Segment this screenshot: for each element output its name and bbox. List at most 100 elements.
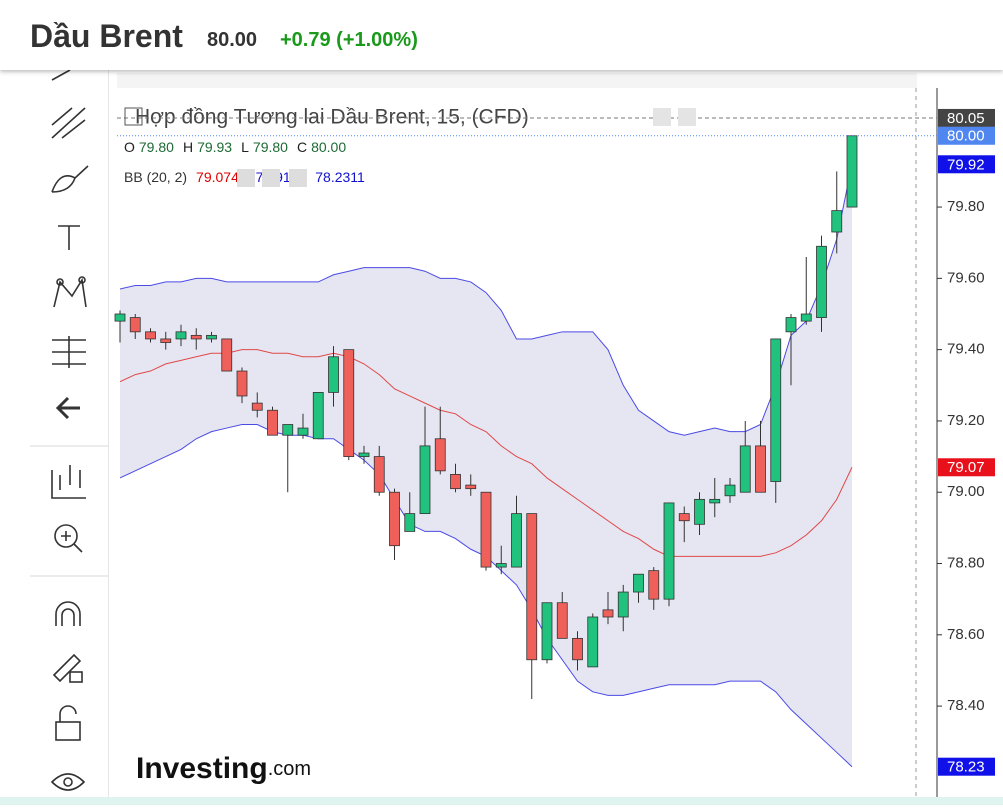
- footer-strip: [0, 797, 1003, 805]
- fib-tool[interactable]: [52, 336, 86, 368]
- candle-body: [312, 392, 324, 440]
- ohlc-key: O: [124, 139, 135, 155]
- candle-body: [206, 334, 217, 340]
- candle-body: [816, 245, 827, 318]
- band-middle: [119, 349, 853, 557]
- ohlc-value: 79.93: [197, 139, 232, 155]
- magnet-tool[interactable]: [55, 601, 81, 626]
- candle-body: [724, 484, 736, 497]
- trend-line-tool[interactable]: [51, 69, 71, 81]
- lock-drawing-tool[interactable]: [52, 653, 83, 683]
- parallel-tool[interactable]: [51, 107, 86, 139]
- indicator-value: 78.2311: [315, 169, 365, 185]
- price-tag: 79.92: [947, 156, 985, 173]
- candle-body: [785, 317, 797, 333]
- y-tick-label: 78.80: [947, 554, 985, 571]
- back-arrow[interactable]: [55, 396, 80, 420]
- candle-body: [175, 331, 187, 340]
- candle-body: [633, 573, 644, 593]
- candle-body: [389, 491, 400, 547]
- candle-body: [373, 456, 385, 493]
- pattern-tool[interactable]: [53, 276, 87, 308]
- candle-body: [648, 570, 660, 600]
- candle-body: [297, 427, 309, 436]
- candle-body: [739, 445, 751, 493]
- candle-body: [511, 513, 522, 568]
- candle-body: [846, 135, 858, 208]
- candle-body: [450, 474, 461, 490]
- candle-body: [572, 637, 583, 661]
- price-tag-bg: [938, 126, 995, 145]
- candle-body: [236, 370, 248, 397]
- candle-body: [129, 317, 141, 333]
- candle-body: [495, 563, 507, 568]
- crosshair-tag: 80.05: [947, 110, 985, 127]
- ohlc-key: C: [297, 139, 307, 155]
- toolbar-icons: [30, 69, 108, 791]
- ohlc-value: 80.00: [311, 139, 346, 155]
- watermark-suffix: .com: [268, 758, 311, 780]
- price-tag-bg: [938, 757, 995, 776]
- indicator-icon[interactable]: [262, 169, 280, 187]
- ohlc-value: 79.80: [139, 139, 174, 155]
- brush-tool[interactable]: [51, 165, 89, 193]
- indicator-icon[interactable]: [289, 169, 307, 187]
- text-tool[interactable]: [58, 225, 80, 250]
- candle-body: [251, 402, 263, 411]
- title-icon: [678, 108, 696, 126]
- candle-body: [663, 502, 675, 600]
- candle-body: [526, 513, 538, 661]
- toolbar: [0, 69, 109, 805]
- indicator-tool[interactable]: [51, 465, 86, 499]
- unlock-tool[interactable]: [55, 705, 81, 741]
- candle-body: [709, 498, 721, 504]
- candle-body: [556, 602, 568, 639]
- indicator-icon[interactable]: [237, 169, 255, 187]
- candle-body: [190, 334, 202, 340]
- ohlc-legend: O 79.80 H 79.93 L 79.80 C 80.00: [124, 139, 346, 155]
- price-tag: 79.07: [947, 459, 985, 476]
- candle-body: [587, 616, 599, 668]
- candle-body: [678, 513, 690, 522]
- candle-body: [328, 356, 339, 393]
- y-tick-label: 79.40: [947, 341, 985, 358]
- watermark: Investing.com: [136, 752, 311, 785]
- candle-body: [343, 349, 355, 457]
- candle-body: [267, 409, 278, 436]
- ohlc-value: 79.80: [253, 139, 288, 155]
- candle-body: [434, 438, 446, 472]
- collapse-icon: [124, 107, 143, 126]
- candle-body: [145, 331, 156, 340]
- y-tick-label: 78.40: [947, 697, 985, 714]
- title-icon: [653, 108, 671, 126]
- candle-body: [800, 313, 812, 322]
- visibility-tool[interactable]: [50, 773, 86, 791]
- price-tag: 80.00: [947, 128, 985, 145]
- band-upper: [119, 164, 853, 436]
- candle-body: [419, 445, 431, 515]
- candle-body: [602, 609, 614, 618]
- candle-body: [480, 491, 492, 568]
- header: Dầu Brent 80.00 +0.79 (+1.00%): [0, 0, 1003, 70]
- candle-body: [831, 210, 843, 233]
- y-tick-label: 79.20: [947, 412, 985, 429]
- candle-body: [541, 602, 553, 661]
- candle-body: [160, 338, 172, 343]
- ohlc-key: H: [183, 139, 193, 155]
- candle-body: [617, 591, 629, 618]
- chart-title: Hợp đồng Tương lai Dầu Brent, 15, (CFD): [135, 106, 529, 129]
- crosshair-tag-bg: [938, 108, 995, 127]
- ohlc-key: L: [241, 139, 249, 155]
- zoom-tool[interactable]: [54, 524, 83, 553]
- candle-body: [694, 498, 705, 525]
- price-tag-bg: [938, 155, 995, 174]
- band-fill: [120, 164, 852, 767]
- watermark-main: Investing: [136, 752, 268, 785]
- price-tag: 78.23: [947, 759, 985, 776]
- price-change: +0.79 (+1.00%): [280, 29, 418, 51]
- y-tick-label: 78.60: [947, 626, 985, 643]
- y-tick-label: 79.60: [947, 269, 985, 286]
- candle-body: [358, 452, 370, 457]
